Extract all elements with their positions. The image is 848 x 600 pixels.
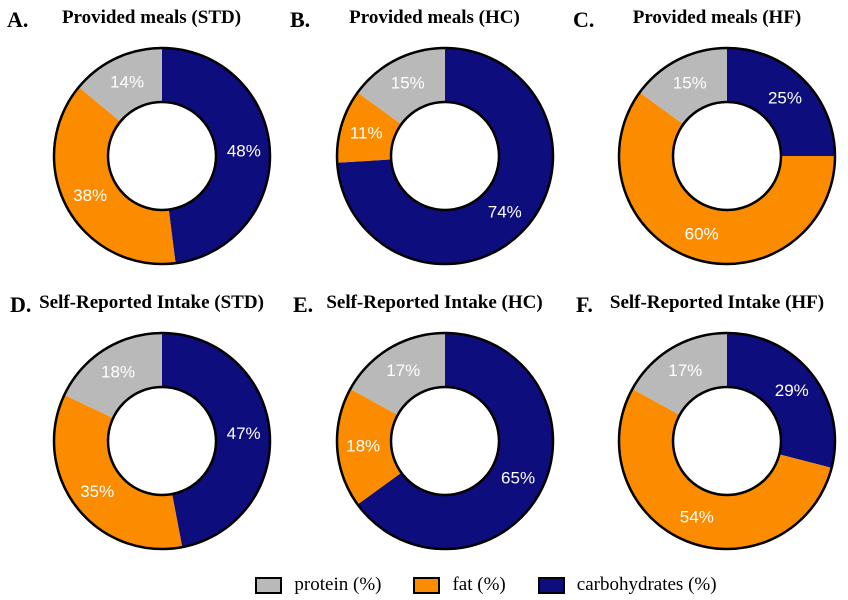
slice-value-label: 11% [349,124,382,143]
donut-slice-protein [357,48,445,125]
slice-value-label: 14% [110,72,144,91]
panel-letter: C. [573,7,595,32]
charts-grid: A. Provided meals (STD) 48% 38% 14% B. Pro… [0,0,848,570]
panel-f: F. Self-Reported Intake (HF) 29% 54% 17% [566,285,848,570]
donut-hole [106,385,217,497]
slice-value-label: 18% [346,437,380,456]
donut-chart-d: 47% 35% 18% [52,331,271,551]
donut-hole [389,100,500,212]
fat-swatch-icon [413,576,441,594]
slice-value-label: 60% [685,224,719,243]
panel-title: Self-Reported Intake (STD) [39,292,264,313]
panel-title: Self-Reported Intake (HF) [609,292,825,313]
donut-outer-ring [52,331,271,551]
donut-chart-f: 29% 54% 17% [617,331,837,551]
donut-outer-ring [617,331,837,551]
panel-a-header: A. Provided meals (STD) [0,7,283,35]
donut-slice-fat [619,92,835,265]
slice-value-label: 25% [768,89,802,108]
slice-value-label: 29% [775,381,809,400]
panel-a: A. Provided meals (STD) 48% 38% 14% [0,0,283,285]
legend-label: fat (%) [452,574,506,595]
donut-slice-protein [632,333,727,415]
slice-value-label: 18% [101,362,135,381]
panel-c-header: C. Provided meals (HF) [566,7,848,35]
legend-item-fat: fat (%) [413,574,506,596]
slice-value-label: 15% [673,73,707,92]
panel-f-header: F. Self-Reported Intake (HF) [566,292,848,320]
donut-hole [389,385,500,497]
donut-chart-c: 25% 60% 15% [617,46,837,266]
donut-chart-a: 48% 38% 14% [52,46,271,266]
donut-slice-protein [63,333,162,419]
donut-slice-carbohydrates [336,48,553,264]
slice-value-label: 65% [501,469,535,488]
slice-value-label: 74% [487,203,521,222]
donut-outer-ring [617,46,837,266]
legend-item-protein: protein (%) [255,574,381,596]
donut-hole [671,385,783,497]
slice-value-label: 17% [386,361,420,380]
panel-title: Provided meals (HC) [349,7,520,28]
donut-slice-fat [53,87,176,265]
donut-hole [106,100,217,212]
panel-e-header: E. Self-Reported Intake (HC) [283,292,566,320]
panel-title: Provided meals (HF) [632,7,802,28]
donut-slice-carbohydrates [357,333,553,549]
slice-value-label: 17% [668,361,702,380]
panel-d-header: D. Self-Reported Intake (STD) [0,292,283,320]
legend-label: protein (%) [294,574,382,595]
protein-swatch-icon [255,576,283,594]
panel-letter: E. [293,292,314,317]
donut-outer-ring [335,331,554,551]
panel-title: Self-Reported Intake (HC) [326,292,543,313]
donut-hole [671,100,783,212]
panel-b: B. Provided meals (HC) 74% 11% 15% [283,0,566,285]
slice-value-label: 47% [226,424,260,443]
donut-slice-protein [78,48,162,122]
panel-title: Provided meals (STD) [61,7,242,28]
donut-outer-ring [335,46,554,266]
panel-letter: D. [10,292,32,317]
slice-value-label: 15% [390,73,424,92]
donut-slice-fat [336,92,401,163]
donut-slice-carbohydrates [727,48,835,156]
donut-slice-fat [619,388,832,549]
donut-slice-fat [336,388,401,505]
panel-letter: A. [7,7,29,32]
slice-value-label: 48% [226,141,260,160]
slice-value-label: 54% [680,508,714,527]
panel-d: D. Self-Reported Intake (STD) 47% 35% 18% [0,285,283,570]
donut-slice-carbohydrates [727,333,835,468]
panel-e: E. Self-Reported Intake (HC) 65% 18% 17% [283,285,566,570]
panel-letter: F. [576,292,593,317]
donut-slice-fat [53,395,182,549]
donut-outer-ring [52,46,271,266]
panel-b-header: B. Provided meals (HC) [283,7,566,35]
panel-letter: B. [290,7,311,32]
donut-slice-protein [349,333,445,415]
slice-value-label: 38% [73,186,107,205]
donut-chart-b: 74% 11% 15% [335,46,554,266]
panel-c: C. Provided meals (HF) 25% 60% 15% [566,0,848,285]
slice-value-label: 35% [80,482,114,501]
donut-slice-protein [639,48,727,125]
donut-chart-e: 65% 18% 17% [335,331,554,551]
legend-label: carbohydrates (%) [576,574,717,595]
legend: protein (%) fat (%) carbohydrates (%) [62,570,848,600]
carbohydrates-swatch-icon [537,576,565,594]
legend-item-carbohydrates: carbohydrates (%) [537,574,717,596]
